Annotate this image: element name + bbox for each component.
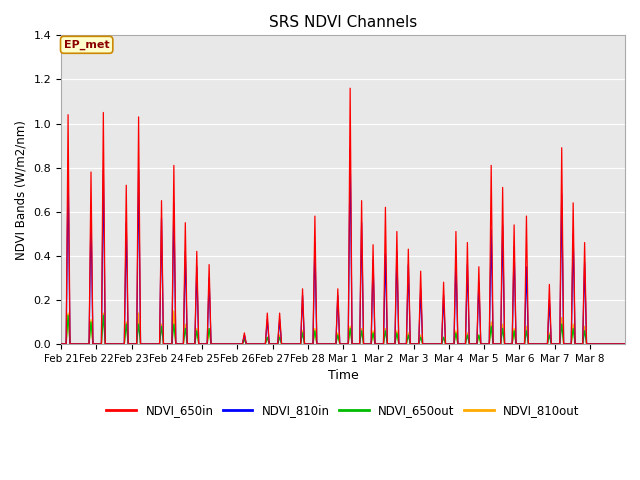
- Legend: NDVI_650in, NDVI_810in, NDVI_650out, NDVI_810out: NDVI_650in, NDVI_810in, NDVI_650out, NDV…: [102, 399, 584, 421]
- Title: SRS NDVI Channels: SRS NDVI Channels: [269, 15, 417, 30]
- X-axis label: Time: Time: [328, 369, 358, 382]
- Y-axis label: NDVI Bands (W/m2/nm): NDVI Bands (W/m2/nm): [15, 120, 28, 260]
- Text: EP_met: EP_met: [64, 40, 109, 50]
